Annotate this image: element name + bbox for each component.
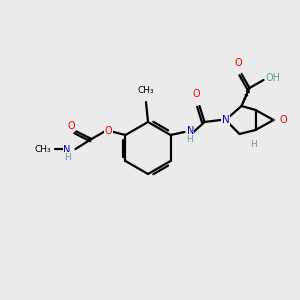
Text: N: N [63, 145, 70, 155]
Text: O: O [193, 89, 200, 99]
Text: O: O [68, 121, 75, 131]
Text: O: O [280, 115, 287, 125]
Text: H: H [64, 152, 70, 161]
Text: N: N [221, 115, 229, 125]
Text: O: O [235, 58, 242, 68]
Text: N: N [187, 126, 194, 136]
Text: OH: OH [266, 73, 280, 83]
Text: CH₃: CH₃ [138, 86, 154, 95]
Text: H: H [187, 134, 193, 143]
Text: O: O [105, 126, 112, 136]
Text: H: H [250, 140, 257, 149]
Text: CH₃: CH₃ [35, 145, 52, 154]
